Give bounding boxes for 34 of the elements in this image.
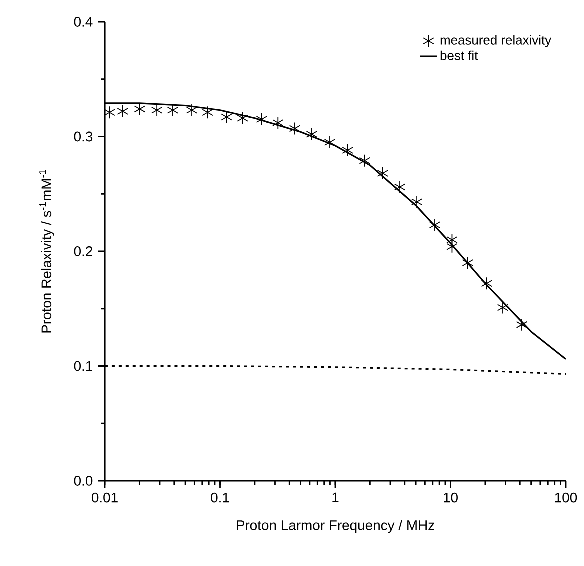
x-axis-title: Proton Larmor Frequency / MHz	[237, 520, 434, 534]
point	[221, 110, 232, 124]
point	[289, 122, 301, 136]
point	[186, 104, 198, 117]
point	[167, 104, 179, 117]
point	[359, 154, 371, 168]
y-tick-label: 0.1	[74, 361, 92, 372]
x-tick-label: 1	[332, 492, 339, 502]
point	[256, 113, 268, 126]
point	[411, 196, 423, 209]
point	[306, 128, 318, 141]
point	[342, 144, 354, 157]
point	[377, 167, 389, 180]
point	[272, 116, 284, 130]
legend-label: best fit	[440, 50, 478, 60]
point	[394, 180, 406, 194]
y-tick-label: 0.3	[74, 132, 93, 142]
y-tick-label: 0.4	[74, 17, 93, 27]
x-tick-label: 100	[555, 492, 578, 503]
y-axis-title: Proton Relaxivity / s$^{-1}$mM$^{-1}$	[40, 170, 54, 333]
x-tick-label: 0.01	[92, 492, 118, 503]
point	[151, 104, 163, 117]
point	[324, 136, 336, 149]
point	[446, 234, 458, 246]
x-tick-label: 0.1	[211, 492, 230, 503]
y-tick-label: 0.2	[74, 246, 92, 256]
point	[202, 106, 214, 120]
point	[237, 112, 248, 125]
legend-label: measured relaxivity	[440, 35, 552, 48]
y-tick-label: 0.0	[74, 476, 93, 486]
point	[134, 102, 146, 116]
point	[429, 218, 441, 232]
x-tick-label: 10	[444, 492, 458, 503]
point	[117, 105, 129, 118]
